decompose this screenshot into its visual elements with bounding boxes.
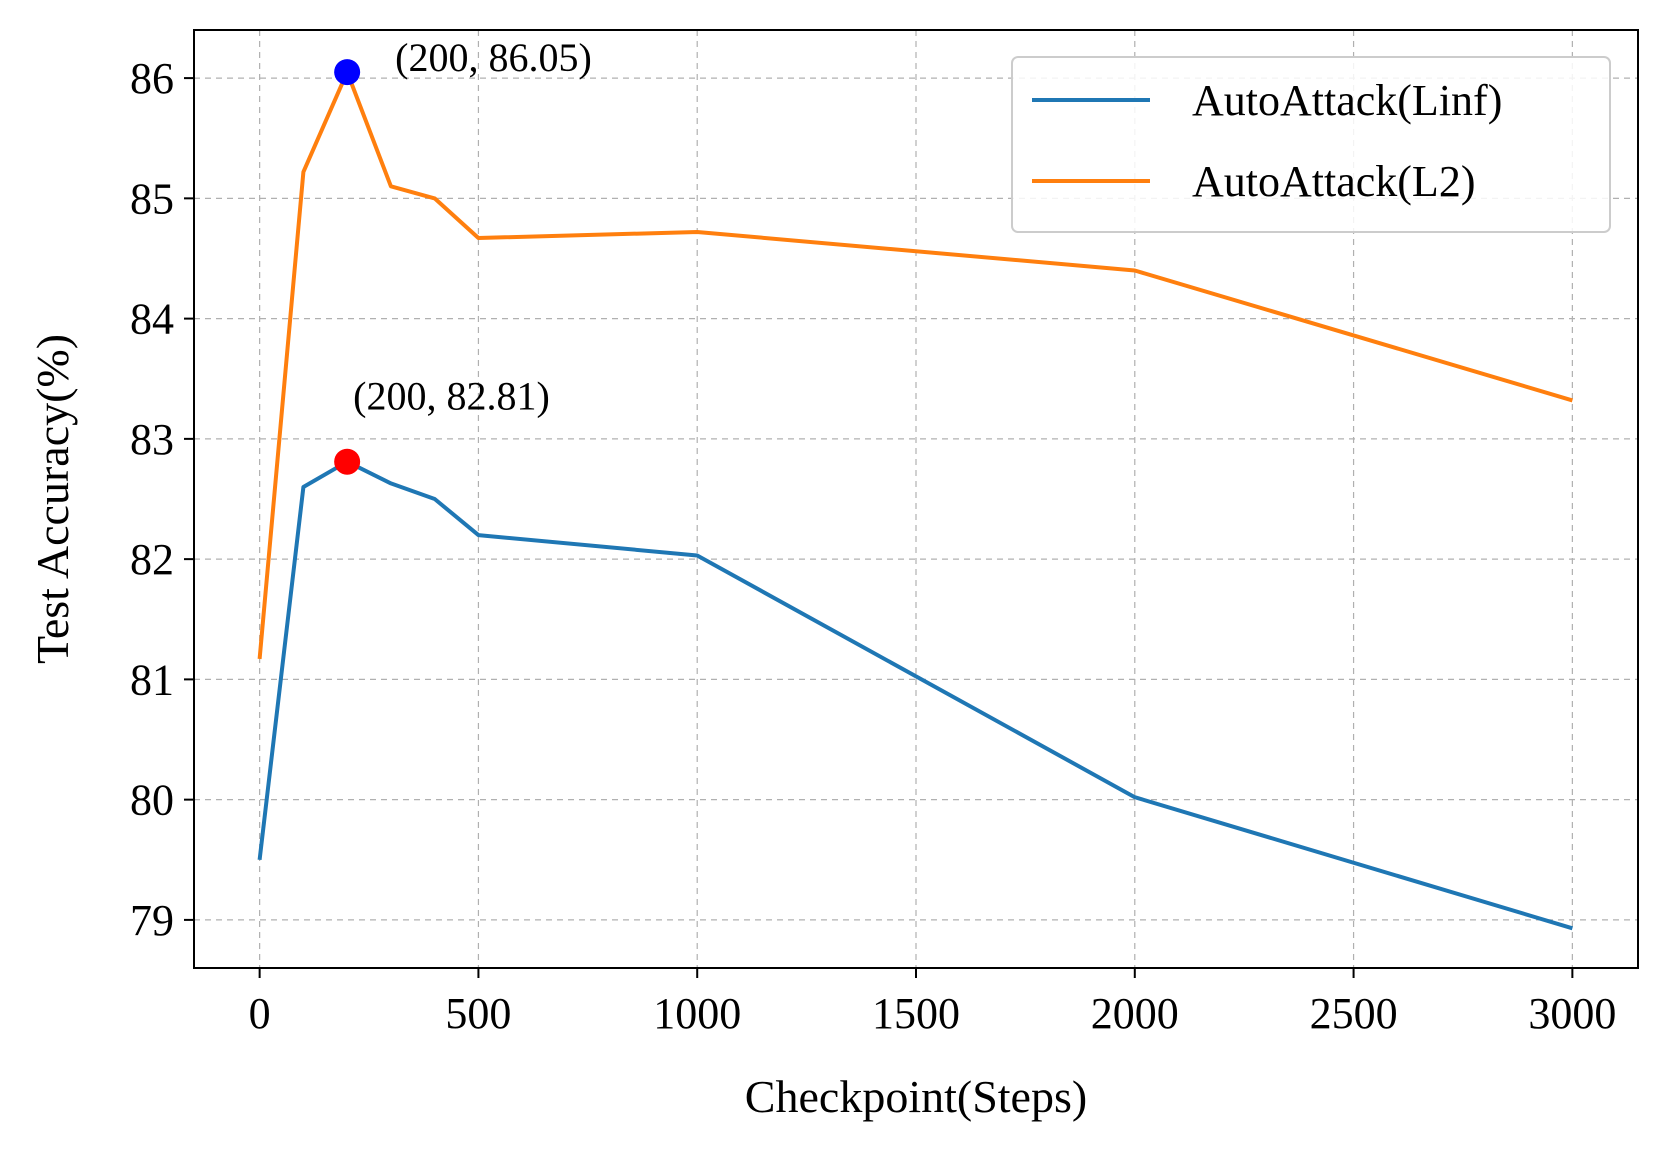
x-tick-label: 500	[445, 989, 511, 1038]
annotation-marker	[334, 59, 361, 86]
x-tick-label: 2000	[1091, 989, 1179, 1038]
legend: AutoAttack(Linf) AutoAttack(L2)	[1011, 56, 1611, 233]
legend-box	[1011, 56, 1611, 233]
y-tick-label: 86	[130, 54, 174, 103]
annotation-marker	[334, 448, 361, 475]
annotation-label: (200, 82.81)	[353, 374, 550, 419]
series-line-autoattack-linf	[257, 459, 1573, 931]
y-tick-label: 81	[130, 655, 174, 704]
annotation-label: (200, 86.05)	[395, 35, 592, 80]
x-tick-label: 3000	[1528, 989, 1616, 1038]
axis-ticks: 0 500 1000 1500 2000 2500 3000 79 80 81 82 83 84 85 86	[130, 54, 1616, 1038]
x-tick-label: 1500	[872, 989, 960, 1038]
x-tick-label: 2500	[1310, 989, 1398, 1038]
x-tick-label: 1000	[653, 989, 741, 1038]
series-lines	[257, 70, 1573, 931]
y-tick-label: 79	[130, 896, 174, 945]
y-tick-label: 83	[130, 415, 174, 464]
annotation-markers	[334, 59, 361, 475]
y-tick-label: 80	[130, 776, 174, 825]
y-axis-title: Test Accuracy(%)	[27, 334, 78, 664]
series-line-autoattack-l2	[257, 70, 1573, 660]
y-tick-label: 84	[130, 295, 174, 344]
legend-label: AutoAttack(L2)	[1192, 157, 1475, 206]
y-tick-label: 82	[130, 535, 174, 584]
x-tick-label: 0	[249, 989, 271, 1038]
x-axis-title: Checkpoint(Steps)	[745, 1071, 1087, 1122]
annotations: (200, 86.05) (200, 82.81)	[353, 35, 592, 419]
y-tick-label: 85	[130, 174, 174, 223]
legend-label: AutoAttack(Linf)	[1192, 76, 1502, 125]
